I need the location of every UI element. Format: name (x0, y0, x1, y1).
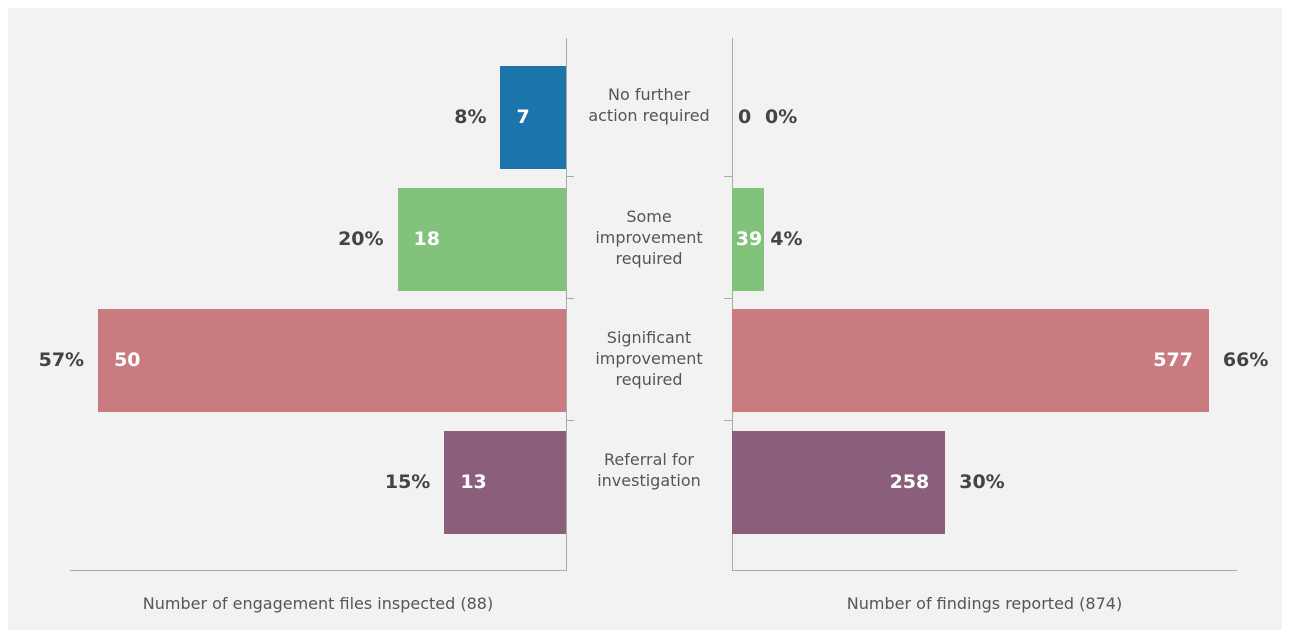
count-label: 39 (735, 228, 763, 250)
separator (566, 176, 574, 177)
x-axis-label: Number of findings reported (874) (846, 594, 1123, 613)
category-label: No further action required (588, 85, 710, 125)
bar (444, 430, 566, 534)
share-label: 20% (338, 228, 384, 250)
category-label: Some improvement required (595, 207, 703, 268)
bar (732, 187, 765, 291)
share-label: 15% (384, 471, 431, 493)
share-label: 0% (765, 106, 798, 128)
axis-line (70, 570, 567, 571)
count-label: 258 (889, 471, 930, 493)
bar (732, 308, 1209, 412)
bar (500, 65, 566, 169)
separator (566, 420, 574, 421)
separator (724, 176, 732, 177)
count-label: 50 (114, 349, 141, 371)
share-label: 66% (1222, 349, 1269, 371)
axis-line (732, 38, 733, 570)
count-label: 18 (413, 228, 440, 250)
separator (566, 298, 574, 299)
category-label: Referral for investigation (597, 450, 701, 490)
axis-line (566, 38, 567, 570)
share-label: 8% (454, 106, 487, 128)
share-label: 4% (770, 228, 803, 250)
bar (397, 187, 566, 291)
x-axis-label: Number of engagement files inspected (88… (142, 594, 494, 613)
count-label: 577 (1153, 349, 1193, 371)
count-label: 7 (516, 106, 530, 128)
share-label: 30% (959, 471, 1005, 493)
axis-line (732, 570, 1237, 571)
separator (724, 298, 732, 299)
bar (98, 308, 566, 412)
count-label: 0 (738, 106, 752, 128)
category-label: Significant improvement required (595, 328, 703, 389)
share-label: 57% (38, 349, 85, 371)
count-label: 13 (460, 471, 487, 493)
bar (732, 430, 946, 534)
separator (724, 420, 732, 421)
